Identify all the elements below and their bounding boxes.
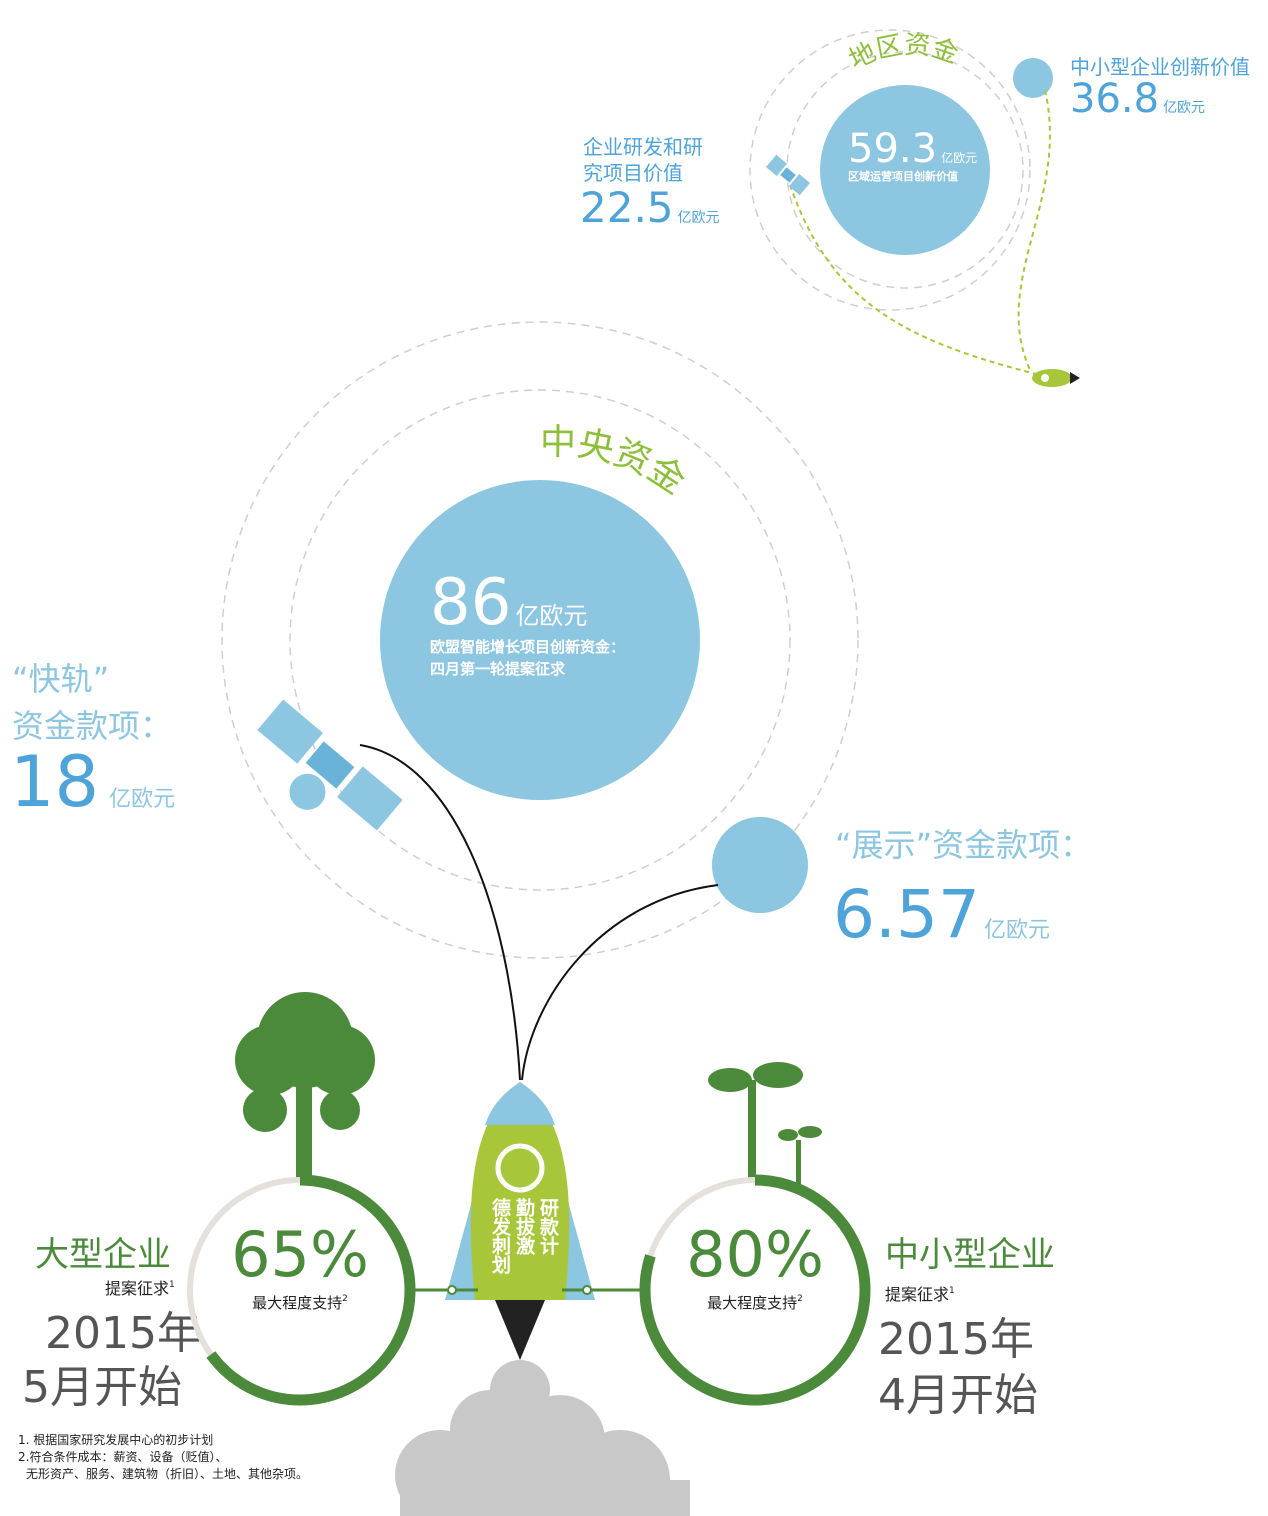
value: 36.8 xyxy=(1070,76,1159,122)
unit: 亿欧元 xyxy=(941,150,977,165)
large-subtitle: 提案征求1 xyxy=(105,1279,175,1298)
sme-subtitle: 提案征求1 xyxy=(885,1285,955,1304)
sup: 1 xyxy=(949,1286,955,1296)
rocket-label: 研款计 xyxy=(537,1198,559,1256)
rocket-small xyxy=(1032,369,1080,387)
value: 6.57 xyxy=(833,876,980,953)
sup: 2 xyxy=(342,1294,348,1304)
sprout xyxy=(708,1062,822,1185)
gauge-label: 80% xyxy=(686,1218,824,1291)
regional-title: 地区资金 xyxy=(844,30,962,76)
connector-dot xyxy=(583,1286,591,1294)
large-start: 5月开始 xyxy=(22,1362,182,1413)
caption: 最大程度支持 xyxy=(252,1294,342,1312)
rocket-label: 德发刺划 xyxy=(489,1197,512,1274)
fast-label: 资金款项： xyxy=(12,707,172,745)
regional-desc: 区域运营项目创新价值 xyxy=(848,169,958,183)
satellite xyxy=(236,700,402,856)
regional-title-path: 地区资金 xyxy=(844,30,962,76)
rd-label: 究项目价值 xyxy=(583,161,683,185)
footnote: 1. 根据国家研究发展中心的初步计划 xyxy=(18,1432,213,1447)
sme-start: 2015年 xyxy=(878,1314,1034,1365)
value: 59.3 xyxy=(848,126,937,172)
gauge-label: 65% xyxy=(231,1218,369,1291)
unit: 亿欧元 xyxy=(109,787,175,812)
central-desc: 欧盟智能增长项目创新资金： xyxy=(430,638,625,656)
rd-label: 企业研发和研 xyxy=(583,135,703,159)
showcase-label: “展示”资金款项： xyxy=(835,826,1092,864)
value: 86 xyxy=(430,566,511,640)
unit: 亿欧元 xyxy=(515,602,587,630)
footnote: 2.符合条件成本：薪资、设备（贬值）、 xyxy=(18,1449,227,1464)
unit: 亿欧元 xyxy=(1163,100,1205,116)
sme-start: 4月开始 xyxy=(878,1370,1038,1421)
large-start: 2015年 xyxy=(45,1308,201,1359)
sme-dot xyxy=(1013,58,1053,98)
text: 提案征求 xyxy=(105,1279,169,1298)
text: 提案征求 xyxy=(885,1285,949,1304)
caption: 最大程度支持 xyxy=(707,1294,797,1312)
fast-value: 18 亿欧元 xyxy=(10,741,175,823)
value: 22.5 xyxy=(580,183,674,232)
fast-label: “快轨” xyxy=(12,660,109,698)
smoke xyxy=(395,1360,690,1516)
infographic: 地区资金 59.3亿欧元 区域运营项目创新价值 中小型企业创新价值 36.8亿欧… xyxy=(0,0,1268,1516)
tree xyxy=(235,992,375,1180)
sme-title: 中小型企业 xyxy=(885,1235,1055,1275)
gauge-caption: 最大程度支持2 xyxy=(707,1294,803,1312)
unit: 亿欧元 xyxy=(984,918,1050,943)
connector-dot xyxy=(448,1286,456,1294)
sup: 2 xyxy=(797,1294,803,1304)
large-title: 大型企业 xyxy=(35,1235,171,1275)
unit: 亿欧元 xyxy=(678,210,720,226)
rocket-label: 勤拔激 xyxy=(513,1197,535,1256)
sup: 1 xyxy=(169,1280,175,1290)
value: 18 xyxy=(10,741,99,823)
central-desc: 四月第一轮提案征求 xyxy=(430,660,566,678)
showcase-dot xyxy=(712,817,808,913)
footnote: 无形资产、服务、建筑物（折旧）、土地、其他杂项。 xyxy=(26,1466,308,1481)
gauge-caption: 最大程度支持2 xyxy=(252,1294,348,1312)
